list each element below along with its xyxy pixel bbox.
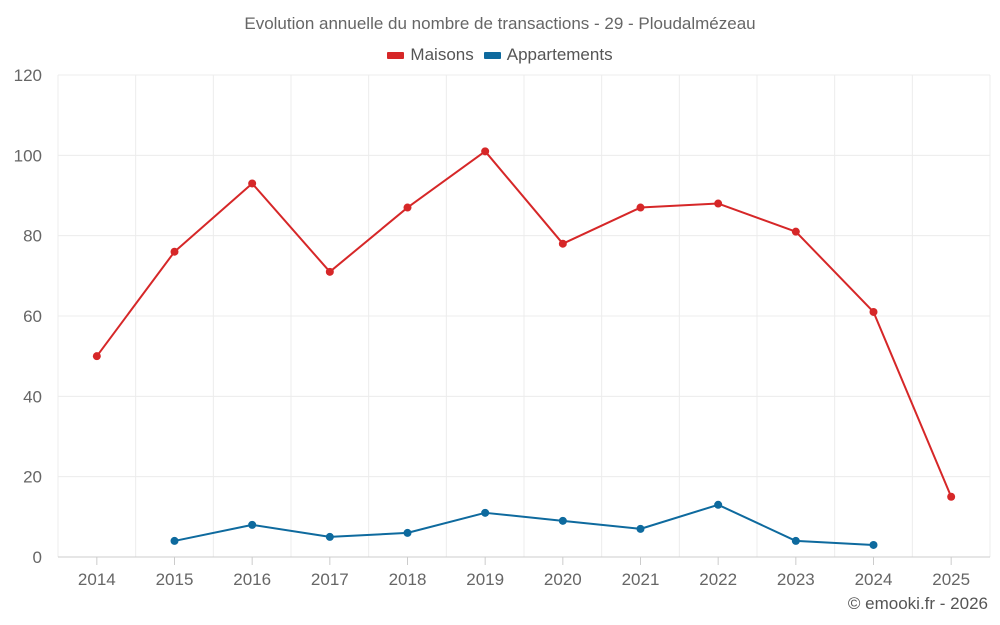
y-tick-label: 80 [23,227,42,246]
data-point-appartements [869,540,878,549]
data-point-maisons [791,227,800,236]
y-tick-label: 60 [23,307,42,326]
data-point-appartements [636,524,645,533]
x-tick-label: 2020 [544,570,582,589]
legend-label-appartements: Appartements [506,45,613,64]
x-tick-label: 2019 [466,570,504,589]
x-tick-label: 2025 [932,570,970,589]
x-tick-label: 2017 [311,570,349,589]
data-point-appartements [248,520,257,529]
data-point-appartements [481,508,490,517]
legend: Maisons Appartements [0,45,1000,65]
data-point-maisons [714,199,723,208]
data-point-appartements [791,536,800,545]
y-tick-label: 0 [33,548,42,567]
legend-label-maisons: Maisons [410,45,474,64]
data-point-appartements [325,532,334,541]
legend-swatch-maisons [387,51,405,59]
x-tick-label: 2015 [156,570,194,589]
series-line-maisons [96,150,953,498]
x-tick-label: 2014 [78,570,116,589]
data-point-maisons [636,203,645,212]
data-point-maisons [248,179,257,188]
legend-item-appartements[interactable]: Appartements [483,45,613,65]
data-point-maisons [481,147,490,156]
data-point-maisons [403,203,412,212]
data-point-maisons [92,352,101,361]
credit-text: © emooki.fr - 2026 [847,594,988,613]
y-tick-label: 40 [23,387,42,406]
x-tick-label: 2018 [389,570,427,589]
legend-item-maisons[interactable]: Maisons [387,45,474,65]
x-tick-label: 2024 [855,570,893,589]
data-point-maisons [869,307,878,316]
data-point-appartements [403,528,412,537]
y-tick-label: 100 [14,146,42,165]
data-point-appartements [714,500,723,509]
x-tick-label: 2021 [622,570,660,589]
chart-title: Evolution annuelle du nombre de transact… [244,14,756,33]
y-tick-label: 120 [14,66,42,85]
legend-swatch-appartements [483,51,501,59]
y-tick-label: 20 [23,468,42,487]
data-point-maisons [558,239,567,248]
series-line-appartements [174,503,874,546]
x-tick-label: 2023 [777,570,815,589]
data-point-appartements [170,536,179,545]
x-tick-label: 2016 [233,570,271,589]
data-point-appartements [558,516,567,525]
data-point-maisons [947,492,956,501]
data-point-maisons [170,247,179,256]
x-tick-label: 2022 [699,570,737,589]
data-point-maisons [325,267,334,276]
